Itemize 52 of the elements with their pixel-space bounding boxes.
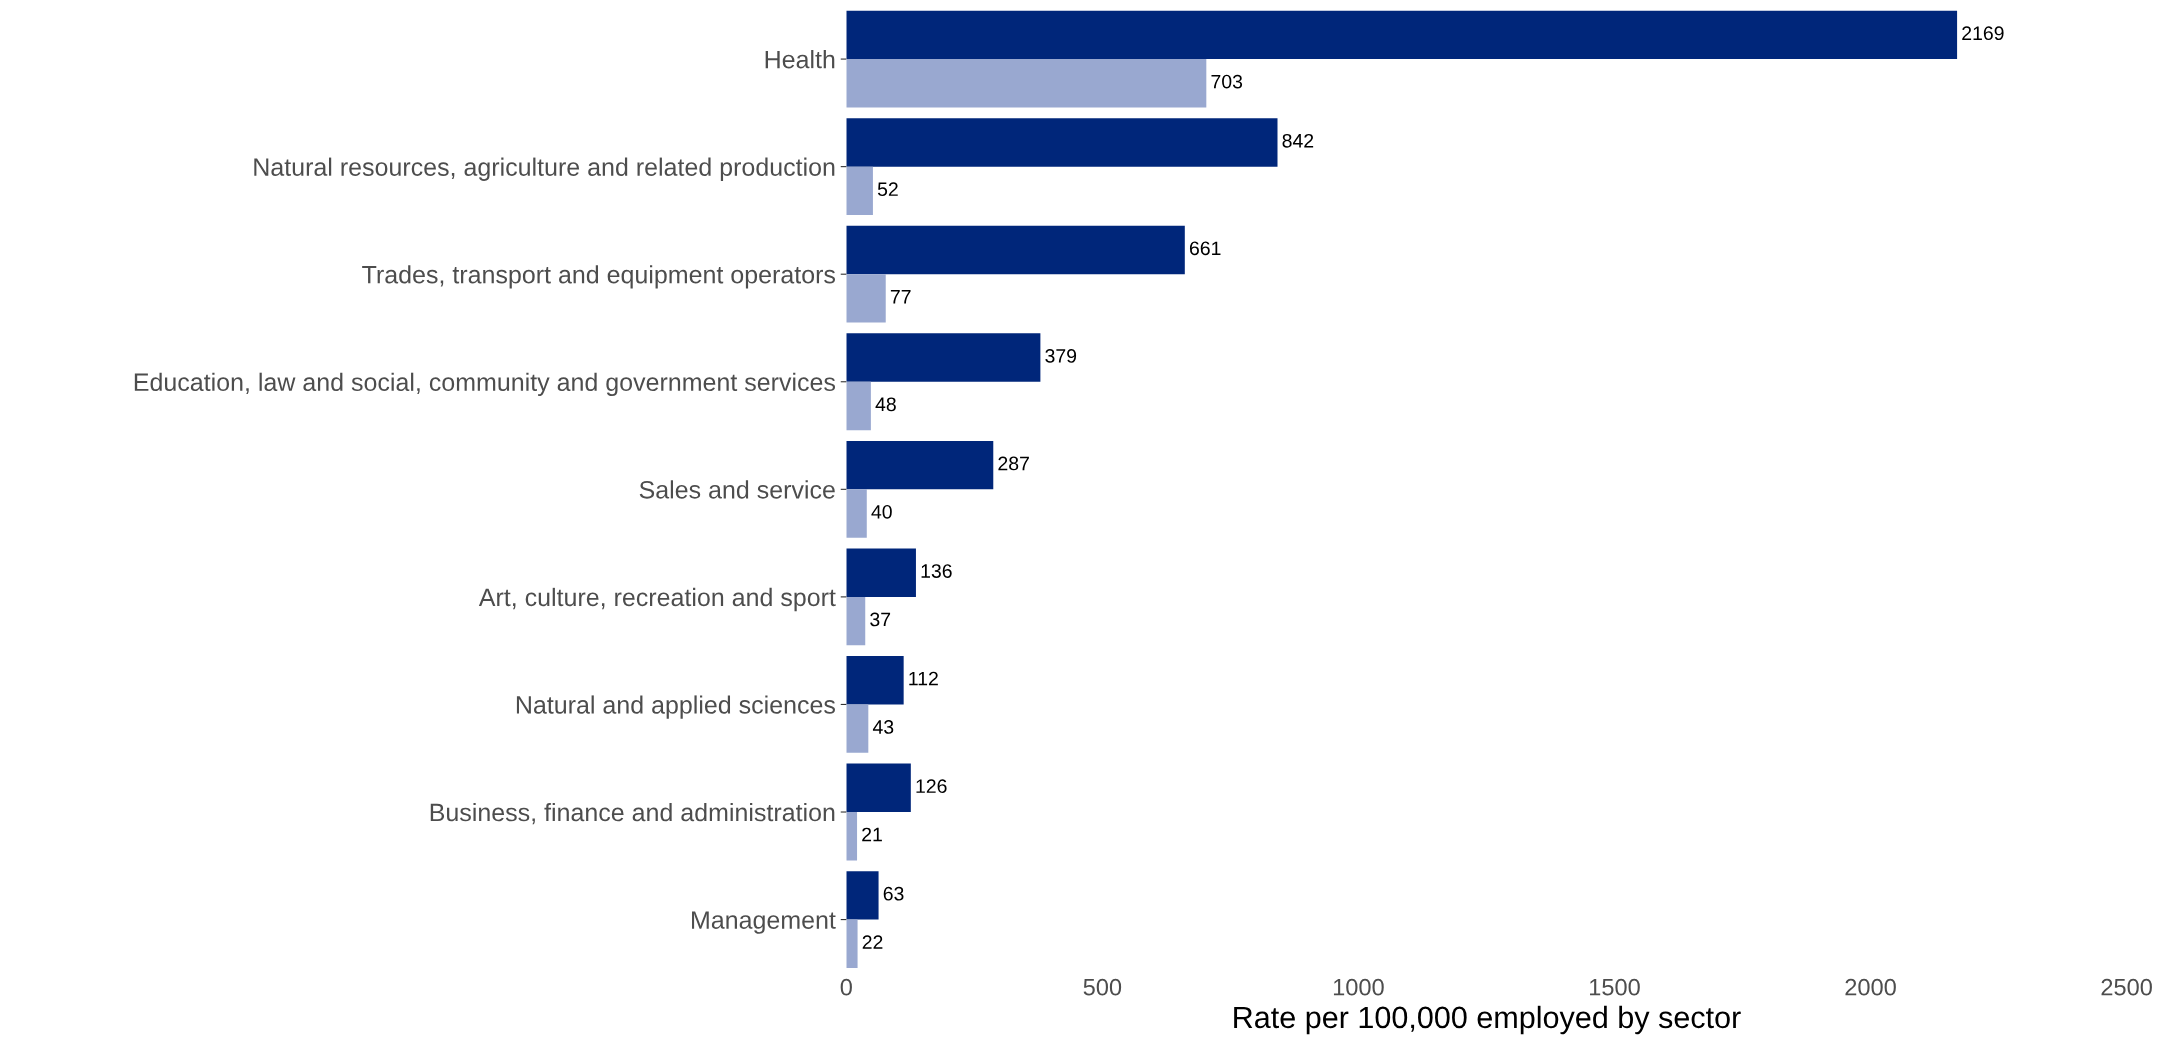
y-tick-label: Natural and applied sciences (516, 695, 835, 719)
bar (846, 489, 867, 538)
data-label: 126 (916, 779, 947, 794)
data-label: 2169 (1962, 26, 2004, 41)
data-label: 77 (890, 290, 911, 304)
data-label: 379 (1045, 349, 1077, 363)
bar (846, 440, 994, 490)
data-label: 43 (872, 720, 894, 734)
x-tick-label: 500 (1083, 978, 1122, 996)
y-tick-label: Business, finance and administration (430, 802, 835, 825)
data-label: 63 (883, 886, 904, 901)
bar (846, 919, 858, 968)
bar (846, 59, 1207, 108)
bar (846, 548, 916, 597)
bar (846, 333, 1041, 382)
data-label: 136 (921, 564, 952, 578)
bar (846, 704, 869, 753)
bar (846, 118, 1278, 167)
data-label: 287 (998, 456, 1029, 471)
data-label: 40 (871, 504, 892, 519)
bar (846, 871, 879, 920)
bar (846, 812, 858, 861)
bar (846, 10, 1958, 60)
y-tick-label: Education, law and social, community and government services (134, 372, 836, 397)
bar (846, 656, 904, 705)
bar (846, 166, 873, 216)
x-tick-label: 0 (840, 978, 852, 996)
data-label: 661 (1189, 241, 1221, 256)
data-label: 112 (909, 671, 938, 686)
y-tick-label: Natural resources, agriculture and related production (254, 157, 835, 181)
bar (846, 225, 1185, 275)
y-tick-label: Sales and service (639, 480, 835, 499)
y-tick-label: Management (692, 911, 836, 934)
data-label: 21 (862, 827, 882, 842)
bar (846, 381, 871, 431)
data-label: 703 (1211, 74, 1243, 89)
data-label: 842 (1282, 133, 1314, 148)
bar (846, 596, 866, 646)
y-tick-label: Trades, transport and equipment operators (362, 265, 836, 289)
y-tick-label: Art, culture, recreation and sport (478, 587, 836, 612)
data-label: 37 (870, 612, 891, 627)
x-tick-label: 2000 (1845, 978, 1896, 996)
x-axis-title: Rate per 100,000 employed by sector (1234, 1005, 1741, 1035)
data-label: 22 (862, 935, 883, 949)
bar (846, 274, 886, 323)
y-tick-label: Health (765, 50, 835, 69)
x-tick-label: 1500 (1590, 978, 1640, 996)
x-tick-label: 1000 (1333, 978, 1384, 996)
bar (846, 763, 911, 813)
data-label: 52 (877, 182, 898, 197)
x-tick-label: 2500 (2101, 978, 2152, 996)
data-label: 48 (875, 397, 896, 412)
